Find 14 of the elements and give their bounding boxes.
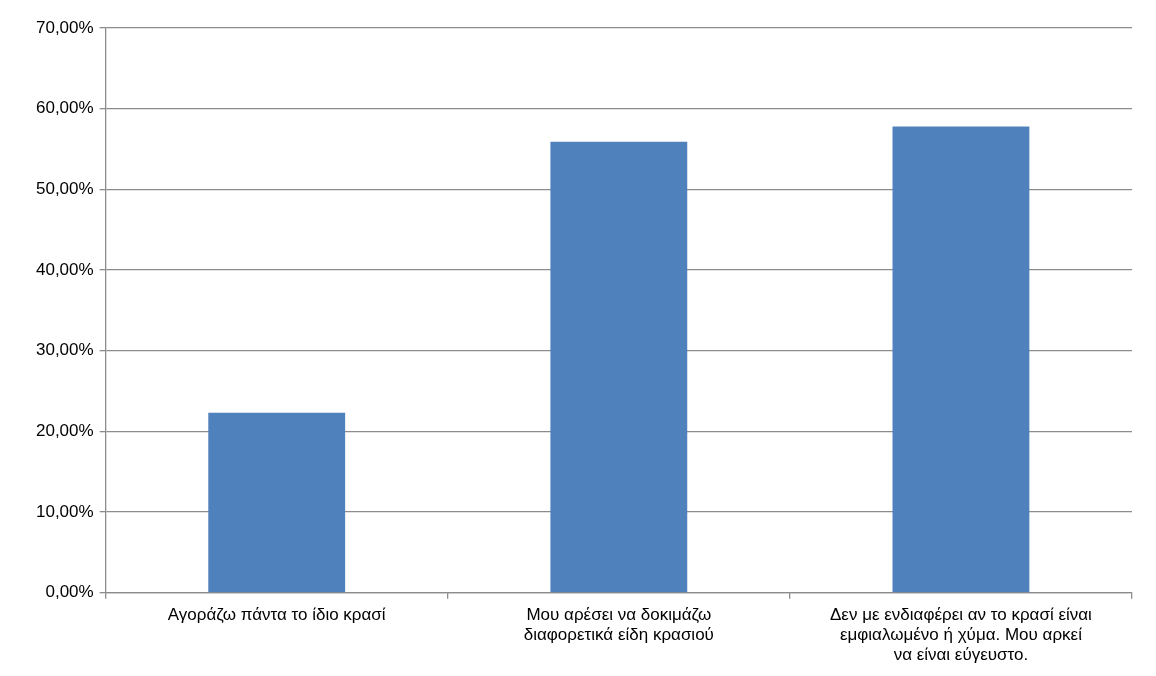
y-tick-label: 50,00%	[35, 179, 94, 199]
x-tick-label: Δεν με ενδιαφέρει αν το κρασί είναι εμφιαλωμένο ή χύμα. Μου αρκεί να είναι εύγευστο.	[829, 604, 1093, 665]
x-tick-label: Αγοράζω πάντα το ίδιο κρασί	[167, 604, 386, 624]
bar	[892, 126, 1030, 593]
bar	[208, 412, 346, 593]
y-tick-label: 30,00%	[35, 340, 94, 360]
y-tick-label: 70,00%	[35, 17, 94, 37]
y-tick-label: 10,00%	[35, 501, 94, 521]
x-tick-label: Μου αρέσει να δοκιμάζω διαφορετικά είδη κρασιού	[523, 604, 714, 645]
y-tick-label: 40,00%	[35, 259, 94, 279]
bar	[550, 141, 688, 593]
y-tick-label: 60,00%	[35, 98, 94, 118]
y-tick-label: 0,00%	[45, 582, 94, 602]
y-tick-label: 20,00%	[35, 421, 94, 441]
